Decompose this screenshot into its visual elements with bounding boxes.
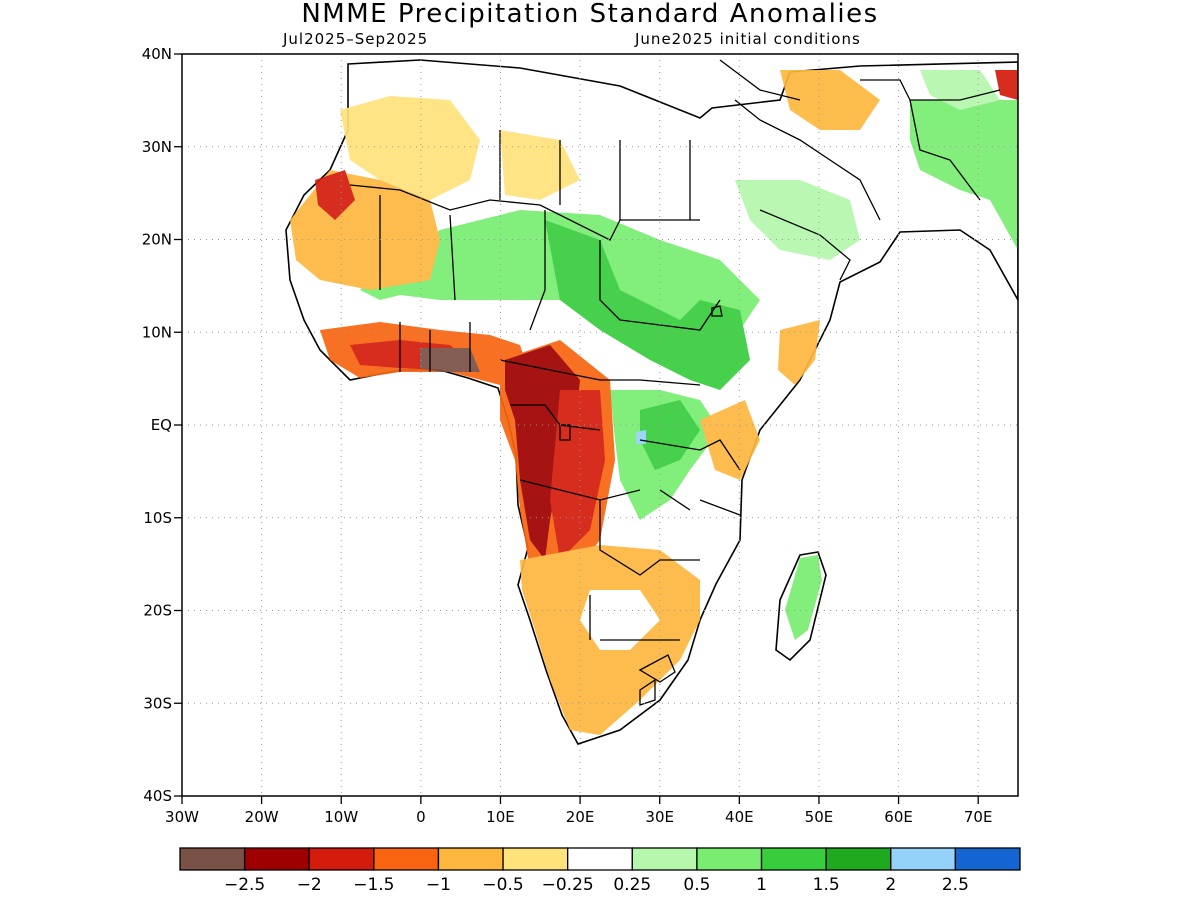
lon-tick-label: 50E xyxy=(805,808,834,826)
lon-tick-label: 40E xyxy=(725,808,754,826)
lon-tick-label: 30E xyxy=(645,808,674,826)
lat-tick-label: 10N xyxy=(142,323,172,341)
anomaly-strong-negative-caucasus xyxy=(995,70,1018,100)
colorbar-label: 0.25 xyxy=(613,875,651,895)
latitude-axis: 40N 30N 20N 10N EQ 10S 20S 30S 40S xyxy=(142,45,182,805)
anomaly-fields xyxy=(290,70,1018,735)
lat-tick-label: 20S xyxy=(143,602,172,620)
initial-conditions-label: June2025 initial conditions xyxy=(634,30,861,48)
lon-tick-label: 20W xyxy=(245,808,279,826)
anomaly-neutral-southern xyxy=(580,590,660,650)
colorbar-label: −2.5 xyxy=(224,875,265,895)
anomaly-positive-sudan xyxy=(545,220,750,390)
anomaly-strong-negative-angola xyxy=(550,390,605,560)
lat-tick-label: 10S xyxy=(143,509,172,527)
colorbar-swatch xyxy=(437,847,504,871)
colorbar-label: 1 xyxy=(756,875,767,895)
lat-tick-label: 30S xyxy=(143,694,172,712)
gridlines xyxy=(182,54,1018,796)
colorbar-swatch xyxy=(308,847,375,871)
lat-tick-label: 20N xyxy=(142,231,172,249)
anomaly-positive-arabia xyxy=(735,180,860,260)
lon-tick-label: 60E xyxy=(884,808,913,826)
anomaly-strong-negative-westsahara xyxy=(315,170,355,220)
colorbar xyxy=(179,847,1021,871)
map-title: NMME Precipitation Standard Anomalies xyxy=(301,0,878,29)
lon-tick-label: 10E xyxy=(486,808,515,826)
anomaly-extreme-negative-nigeria xyxy=(420,348,480,372)
colorbar-label: −0.5 xyxy=(482,875,523,895)
colorbar-swatch xyxy=(502,847,569,871)
colorbar-swatch xyxy=(954,847,1021,871)
colorbar-label: −1 xyxy=(426,875,451,895)
colorbar-label: −0.25 xyxy=(542,875,594,895)
anomaly-negative-somalia xyxy=(778,320,820,385)
lon-tick-label: 70E xyxy=(964,808,993,826)
colorbar-label: −2 xyxy=(297,875,322,895)
colorbar-label: 2 xyxy=(885,875,896,895)
lat-tick-label: 40S xyxy=(143,787,172,805)
lat-tick-label: EQ xyxy=(151,416,172,434)
colorbar-swatch xyxy=(179,847,246,871)
colorbar-swatch xyxy=(890,847,957,871)
lon-tick-label: 10W xyxy=(324,808,358,826)
colorbar-swatch xyxy=(825,847,892,871)
colorbar-label: 0.5 xyxy=(683,875,710,895)
colorbar-swatch xyxy=(696,847,763,871)
colorbar-swatch xyxy=(373,847,440,871)
anomaly-positive-greatlakes xyxy=(640,400,700,470)
lon-tick-label: 20E xyxy=(566,808,595,826)
lat-tick-label: 30N xyxy=(142,138,172,156)
colorbar-label: 2.5 xyxy=(942,875,969,895)
colorbar-swatch xyxy=(760,847,827,871)
colorbar-labels: −2.5 −2 −1.5 −1 −0.5 −0.25 0.25 0.5 1 1.5 2 2.5 xyxy=(224,875,969,895)
anomaly-negative-mideast xyxy=(780,70,880,130)
colorbar-label: 1.5 xyxy=(813,875,840,895)
anomaly-positive-india xyxy=(910,100,1018,250)
colorbar-swatch xyxy=(567,847,633,871)
colorbar-swatch xyxy=(631,847,698,871)
lat-tick-label: 40N xyxy=(142,45,172,63)
anomaly-negative-eastcoast xyxy=(700,400,760,480)
lon-tick-label: 0 xyxy=(416,808,426,826)
anomaly-negative-maghreb xyxy=(340,96,480,200)
anomaly-positive-lightblue-lake xyxy=(636,430,646,444)
lon-tick-label: 30W xyxy=(165,808,199,826)
colorbar-swatch xyxy=(243,847,310,871)
anomaly-positive-madagascar xyxy=(785,555,822,640)
country-borders xyxy=(349,59,1001,706)
colorbar-label: −1.5 xyxy=(353,875,394,895)
longitude-axis: 30W 20W 10W 0 10E 20E 30E 40E 50E 60E 70E xyxy=(165,796,992,826)
plot-area xyxy=(182,54,1018,796)
period-label: Jul2025–Sep2025 xyxy=(282,30,428,48)
